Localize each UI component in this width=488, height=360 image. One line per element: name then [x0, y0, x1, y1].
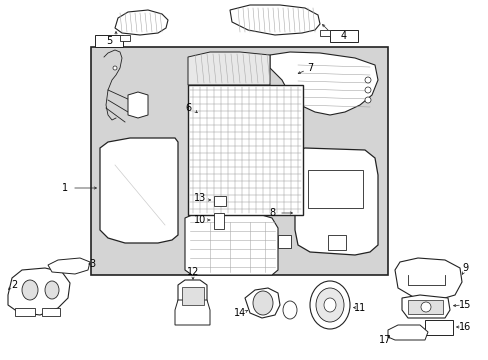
Ellipse shape	[364, 97, 370, 103]
Text: 9: 9	[461, 263, 467, 273]
Polygon shape	[100, 138, 178, 243]
Polygon shape	[178, 280, 206, 308]
Text: 17: 17	[378, 335, 390, 345]
Text: 12: 12	[186, 267, 199, 277]
Text: 15: 15	[458, 300, 470, 310]
Text: 1: 1	[62, 183, 68, 193]
Polygon shape	[244, 288, 280, 318]
Ellipse shape	[45, 281, 59, 299]
Bar	[327, 235, 346, 250]
Polygon shape	[294, 148, 377, 255]
Ellipse shape	[309, 281, 349, 329]
Polygon shape	[387, 325, 427, 340]
Bar	[42, 308, 60, 316]
Ellipse shape	[324, 298, 335, 312]
Ellipse shape	[22, 280, 38, 300]
Ellipse shape	[420, 302, 430, 312]
Bar	[424, 320, 452, 335]
Text: 16: 16	[458, 322, 470, 332]
Text: 5: 5	[106, 36, 112, 46]
Polygon shape	[8, 268, 70, 315]
Polygon shape	[269, 52, 377, 115]
Text: 13: 13	[193, 193, 206, 203]
Ellipse shape	[364, 87, 370, 93]
Bar	[91, 47, 387, 275]
Polygon shape	[184, 212, 278, 275]
Text: 14: 14	[233, 308, 245, 318]
Text: 3: 3	[89, 259, 95, 269]
Bar	[329, 30, 357, 42]
Polygon shape	[115, 10, 168, 35]
Bar	[95, 35, 123, 47]
Ellipse shape	[283, 301, 296, 319]
Bar	[214, 196, 225, 206]
Polygon shape	[394, 258, 461, 300]
Polygon shape	[187, 52, 269, 85]
Polygon shape	[401, 295, 449, 318]
Text: 7: 7	[306, 63, 312, 73]
Bar	[278, 235, 290, 248]
Bar	[319, 30, 329, 36]
Ellipse shape	[315, 288, 343, 322]
Text: 8: 8	[268, 208, 274, 218]
Bar	[307, 170, 362, 208]
Bar	[15, 308, 35, 316]
Text: 2: 2	[11, 280, 17, 290]
Polygon shape	[229, 5, 319, 35]
Text: 11: 11	[353, 303, 366, 313]
Ellipse shape	[364, 77, 370, 83]
Polygon shape	[175, 300, 209, 325]
Bar	[187, 85, 303, 215]
Text: 6: 6	[184, 103, 191, 113]
Text: 4: 4	[340, 31, 346, 41]
Polygon shape	[128, 92, 148, 118]
Bar	[182, 287, 203, 305]
Ellipse shape	[252, 291, 272, 315]
Bar	[214, 213, 224, 229]
Bar	[407, 300, 442, 314]
Bar	[120, 35, 130, 41]
Text: 10: 10	[193, 215, 206, 225]
Ellipse shape	[113, 66, 117, 70]
Polygon shape	[48, 258, 90, 274]
